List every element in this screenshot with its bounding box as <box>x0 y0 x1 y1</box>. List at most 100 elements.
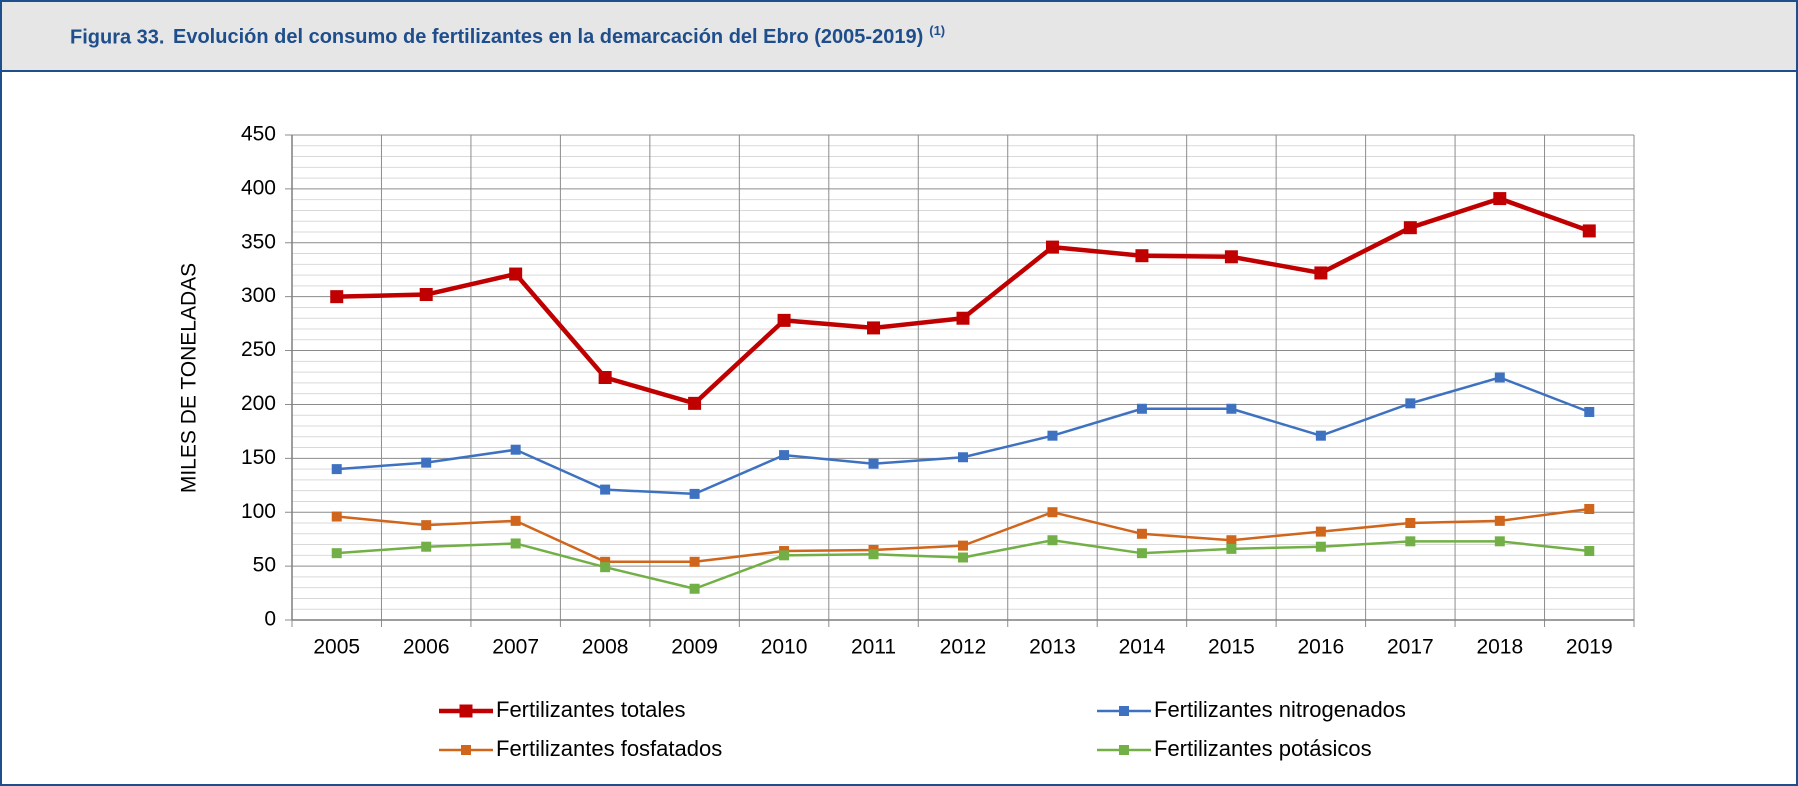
marker <box>1584 406 1595 417</box>
marker <box>688 396 702 410</box>
legend-item: Fertilizantes fosfatados <box>439 736 722 761</box>
marker <box>958 452 968 463</box>
marker <box>1582 224 1596 238</box>
marker <box>689 488 700 499</box>
marker <box>331 548 342 559</box>
marker <box>1494 536 1505 547</box>
marker <box>419 288 433 302</box>
series <box>331 372 1595 499</box>
marker <box>1047 430 1058 441</box>
legend-item: Fertilizantes nitrogenados <box>1097 697 1406 722</box>
x-tick-label: 2017 <box>1387 636 1434 659</box>
marker <box>956 311 970 325</box>
marker <box>1136 548 1147 559</box>
marker <box>331 464 342 475</box>
y-tick-label: 200 <box>241 392 276 415</box>
marker <box>1226 403 1237 414</box>
x-tick-label: 2007 <box>492 636 539 659</box>
marker <box>1315 526 1326 537</box>
marker <box>1315 541 1326 552</box>
marker <box>867 321 881 335</box>
legend-item: Fertilizantes potásicos <box>1097 736 1372 761</box>
y-tick-label: 350 <box>241 230 276 253</box>
marker <box>689 583 700 594</box>
chart-title: Evolución del consumo de fertilizantes e… <box>173 23 945 48</box>
marker <box>421 457 432 468</box>
marker <box>1136 528 1147 539</box>
y-tick-label: 100 <box>241 500 276 523</box>
marker <box>330 290 344 304</box>
legend-label: Fertilizantes totales <box>496 697 686 722</box>
y-tick-label: 300 <box>241 284 276 307</box>
marker <box>1047 535 1058 546</box>
x-tick-label: 2018 <box>1476 636 1523 659</box>
marker <box>1315 430 1326 441</box>
x-tick-label: 2011 <box>851 636 896 659</box>
marker <box>1136 403 1147 414</box>
y-tick-label: 0 <box>264 608 276 631</box>
marker <box>1045 240 1059 254</box>
marker <box>777 313 791 327</box>
marker <box>779 550 790 561</box>
marker <box>1226 535 1237 546</box>
marker <box>868 458 879 469</box>
marker <box>1405 518 1416 528</box>
legend-label: Fertilizantes fosfatados <box>496 736 722 761</box>
marker <box>1405 536 1416 547</box>
marker <box>958 552 968 563</box>
marker <box>421 541 432 552</box>
marker <box>1403 221 1417 235</box>
marker <box>1135 249 1149 263</box>
x-tick-label: 2005 <box>313 636 360 659</box>
marker <box>510 515 521 526</box>
marker <box>1493 192 1507 206</box>
marker <box>510 444 521 455</box>
legend-label: Fertilizantes potásicos <box>1154 736 1372 761</box>
series <box>331 503 1595 567</box>
legend-marker <box>1119 745 1129 755</box>
marker <box>1226 543 1237 554</box>
marker <box>600 484 611 495</box>
marker <box>509 267 523 281</box>
marker <box>1224 250 1238 264</box>
y-axis-label: MILES DE TONELADAS <box>178 263 201 493</box>
marker <box>331 511 342 522</box>
x-tick-label: 2013 <box>1029 636 1076 659</box>
marker <box>598 371 612 384</box>
figure-label: Figura 33. <box>70 26 164 48</box>
legend-marker <box>461 745 471 755</box>
marker <box>1584 503 1595 514</box>
legend-marker <box>459 704 473 718</box>
legend-marker <box>1119 706 1129 716</box>
marker <box>421 520 432 531</box>
marker <box>779 450 790 461</box>
x-tick-label: 2012 <box>940 636 987 659</box>
title-note: (1) <box>929 23 945 38</box>
marker <box>1047 507 1058 518</box>
marker <box>600 556 611 567</box>
legend-item: Fertilizantes totales <box>439 697 686 722</box>
y-tick-label: 50 <box>253 554 276 577</box>
marker <box>1584 546 1595 557</box>
header <box>0 0 1798 72</box>
marker <box>689 556 700 567</box>
x-tick-label: 2014 <box>1119 636 1166 659</box>
legend-label: Fertilizantes nitrogenados <box>1154 697 1406 722</box>
title-text: Evolución del consumo de fertilizantes e… <box>173 26 923 48</box>
x-tick-label: 2015 <box>1208 636 1255 659</box>
x-tick-label: 2016 <box>1298 636 1345 659</box>
marker <box>1494 515 1505 526</box>
x-tick-label: 2006 <box>403 636 450 659</box>
marker <box>1405 398 1416 409</box>
y-tick-label: 400 <box>241 176 276 199</box>
x-tick-label: 2008 <box>582 636 629 659</box>
x-tick-label: 2010 <box>761 636 808 659</box>
marker <box>868 549 879 560</box>
y-tick-label: 450 <box>241 123 276 146</box>
marker <box>600 562 611 573</box>
x-tick-label: 2009 <box>671 636 718 659</box>
series <box>330 192 1596 410</box>
y-tick-label: 250 <box>241 338 276 361</box>
